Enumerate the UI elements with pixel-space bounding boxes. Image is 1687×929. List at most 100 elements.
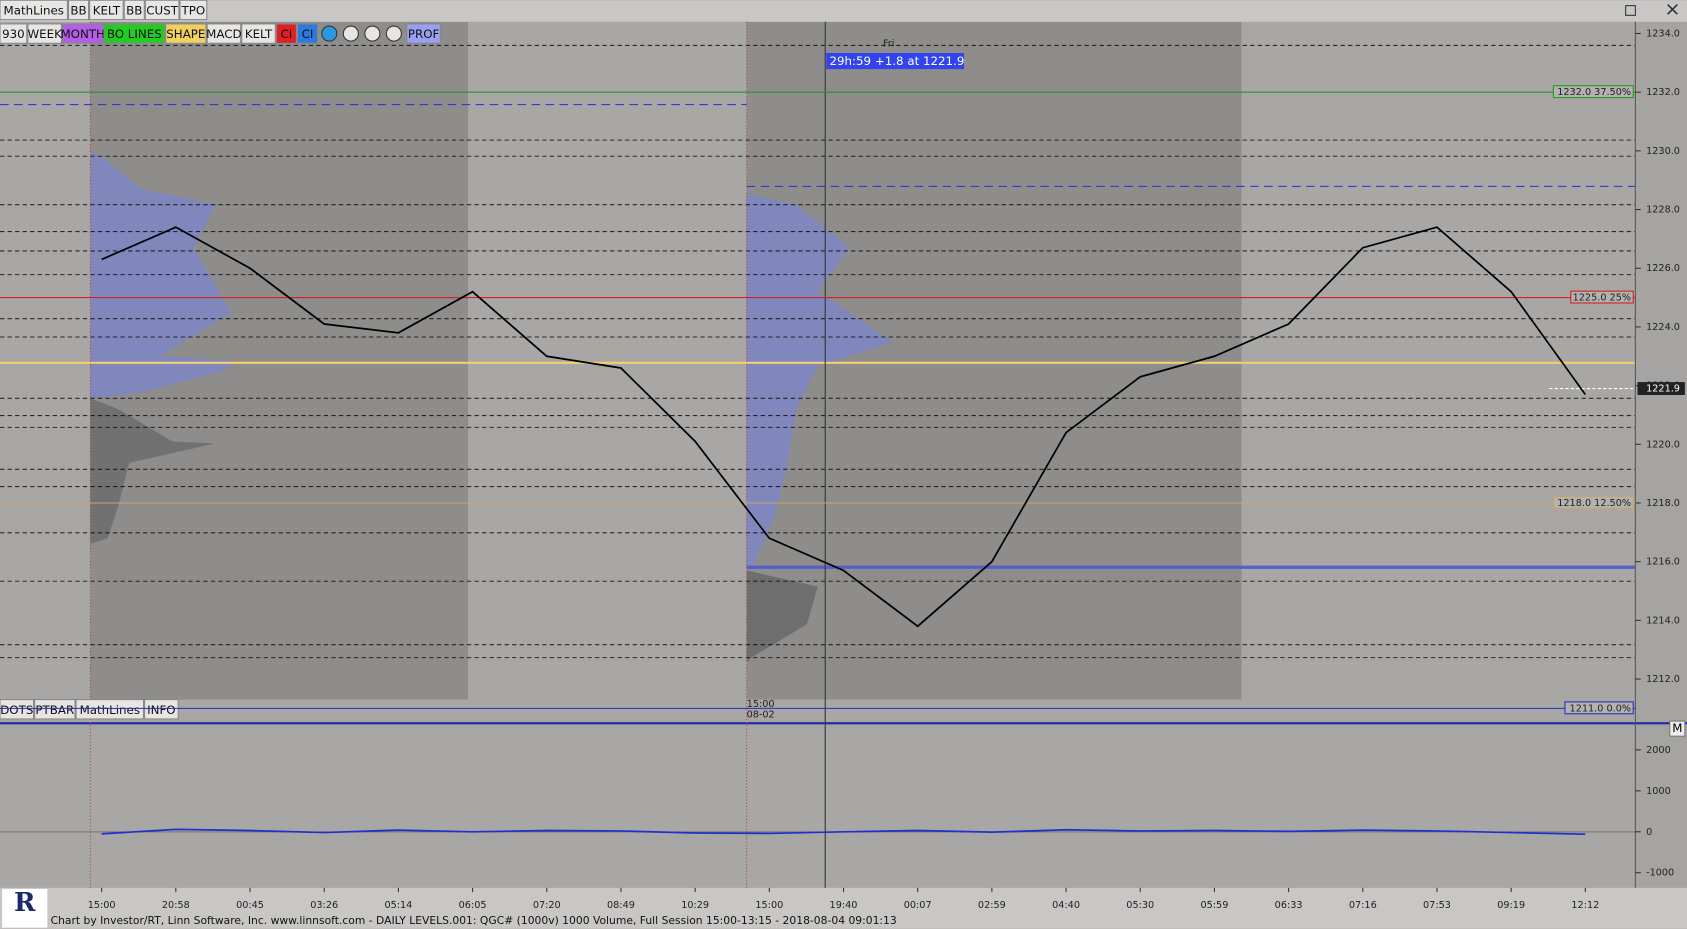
session-date: 08-02: [747, 710, 775, 721]
toolbar-button-label[interactable]: CUST: [146, 4, 178, 18]
side-button-label[interactable]: M: [1672, 721, 1682, 735]
level-label-bg: [1564, 701, 1634, 715]
x-tick-label: 05:59: [1200, 900, 1228, 911]
toolbar-button-label[interactable]: KELT: [93, 4, 121, 18]
toolbar-button[interactable]: [144, 699, 179, 720]
toolbar-button-label[interactable]: MathLines: [80, 703, 140, 717]
level-label: 1225.0 25%: [1573, 293, 1631, 304]
y-tick-label: 1230.0: [1646, 146, 1680, 157]
toolbar-button-label[interactable]: TPO: [181, 4, 206, 18]
y-tick-label: 2000: [1646, 745, 1671, 756]
x-tick-label: 06:33: [1275, 900, 1303, 911]
status-banner-bg: [826, 52, 964, 70]
level-lines: [0, 21, 1687, 888]
last-price-label: 1221.9: [1646, 384, 1680, 395]
level-label-bg: [1552, 495, 1634, 509]
x-tick-label: 05:14: [384, 900, 412, 911]
toolbar-button[interactable]: [406, 23, 441, 44]
x-tick-label: 19:40: [830, 900, 858, 911]
y-tick-label: 1224.0: [1646, 322, 1680, 333]
toolbar-button[interactable]: [89, 0, 124, 21]
toolbar-button-label[interactable]: INFO: [147, 703, 175, 717]
x-tick-label: 12:12: [1571, 900, 1599, 911]
x-tick-label: 06:05: [459, 900, 487, 911]
toolbar-button-label[interactable]: PTBAR: [35, 703, 74, 717]
toolbar-button[interactable]: [27, 23, 62, 44]
toolbar-button[interactable]: [241, 23, 276, 44]
toolbar-button[interactable]: [0, 699, 35, 720]
toolbar-button-label[interactable]: CI: [302, 27, 314, 41]
side-button[interactable]: [1669, 720, 1686, 737]
footer-text: Chart by Investor/RT, Linn Software, Inc…: [51, 914, 897, 927]
toolbar-button[interactable]: [0, 23, 28, 44]
toolbar-button-label[interactable]: BO LINES: [107, 27, 162, 41]
toolbar-button[interactable]: [34, 699, 76, 720]
x-tick-label: 02:59: [978, 900, 1006, 911]
toolbar-button[interactable]: [206, 23, 242, 44]
toolbar-button-label[interactable]: MONTH: [60, 27, 104, 41]
y-tick-label: 1212.0: [1646, 674, 1680, 685]
toolbar-button[interactable]: [179, 0, 208, 21]
x-tick-label: 15:00: [755, 900, 783, 911]
logo: R: [2, 888, 48, 928]
toolbar-button[interactable]: [296, 23, 319, 44]
y-tick-label: 1000: [1646, 786, 1671, 797]
toolbar-button[interactable]: [123, 0, 145, 21]
toolbar-button[interactable]: [103, 23, 166, 44]
y-tick-label: 1218.0: [1646, 498, 1680, 509]
toolbar-button[interactable]: [75, 699, 145, 720]
toolbar-icon[interactable]: [364, 25, 381, 42]
window-controls[interactable]: [1625, 3, 1678, 16]
toolbar-button-label[interactable]: CI: [281, 27, 293, 41]
toolbar-button[interactable]: [0, 0, 68, 21]
x-tick-label: 07:16: [1349, 900, 1377, 911]
toolbar-button-label[interactable]: PROF: [408, 27, 440, 41]
x-tick-label: 05:30: [1126, 900, 1154, 911]
x-tick-label: 07:20: [533, 900, 561, 911]
session-time: 15:00: [747, 699, 775, 710]
toolbar-button[interactable]: [144, 0, 180, 21]
day-label: Fri: [883, 38, 895, 49]
y-tick-label: 1226.0: [1646, 263, 1680, 274]
level-label-bg: [1552, 85, 1634, 99]
toolbar-button-label[interactable]: 930: [2, 27, 25, 41]
toolbar-icon[interactable]: [342, 25, 359, 42]
last-price-bg: [1637, 382, 1685, 396]
y-tick-label: 1228.0: [1646, 205, 1680, 216]
level-label: 1218.0 12.50%: [1557, 498, 1631, 509]
toolbar-button[interactable]: [67, 0, 90, 21]
toolbar-button-label[interactable]: KELT: [245, 27, 273, 41]
toolbar-icon[interactable]: [385, 25, 402, 42]
price-line: [101, 828, 1586, 836]
status-banner: 29h:59 +1.8 at 1221.9: [830, 54, 965, 68]
volume-profile: [746, 570, 818, 662]
x-tick-label: 20:58: [162, 900, 190, 911]
toolbar-icon[interactable]: [321, 25, 338, 42]
y-tick-label: 1216.0: [1646, 557, 1680, 568]
y-tick-label: 1232.0: [1646, 87, 1680, 98]
volume-profile: [746, 193, 893, 571]
toolbar-button-label[interactable]: SHAPE: [166, 27, 205, 41]
toolbar-button[interactable]: [275, 23, 297, 44]
toolbar-button-label[interactable]: BB: [70, 4, 86, 18]
price-axis-bg: [1635, 21, 1687, 888]
y-tick-label: 1214.0: [1646, 615, 1680, 626]
level-label: 1232.0 37.50%: [1557, 87, 1631, 98]
toolbar-button[interactable]: [165, 23, 207, 44]
x-tick-label: 07:53: [1423, 900, 1451, 911]
toolbar-button-label[interactable]: DOTS: [0, 703, 33, 717]
y-tick-label: 0: [1646, 827, 1652, 838]
level-label: 1211.0 0.0%: [1570, 703, 1632, 714]
toolbar-button-label[interactable]: MACD: [206, 27, 241, 41]
level-label-bg: [1570, 290, 1634, 304]
toolbar-button-label[interactable]: BB: [126, 4, 142, 18]
toolbar-button[interactable]: [61, 23, 104, 44]
toolbar-button-label[interactable]: MathLines: [4, 4, 64, 18]
footer-bar: [0, 887, 1687, 929]
toolbar-button-label[interactable]: WEEK: [27, 27, 62, 41]
x-tick-label: 00:45: [236, 900, 264, 911]
x-tick-label: 08:49: [607, 900, 635, 911]
y-tick-label: 1220.0: [1646, 439, 1680, 450]
title-bar: [0, 0, 1687, 22]
